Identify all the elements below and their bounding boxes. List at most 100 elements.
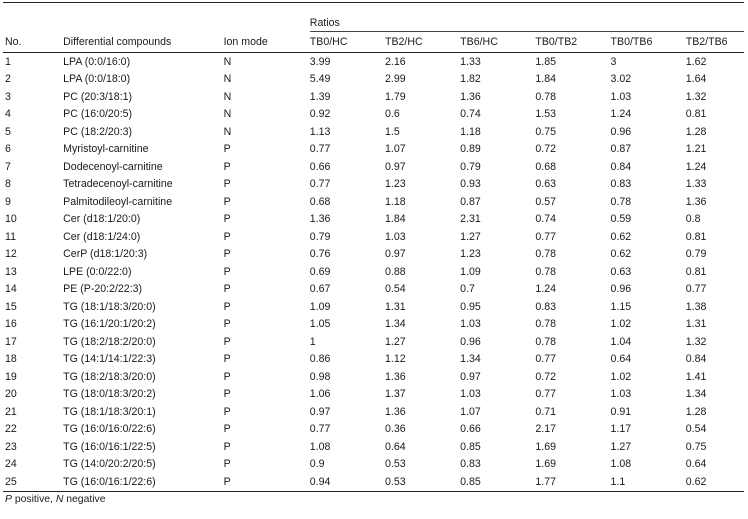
cell-ratio: 1.21 [685,143,707,156]
cell-ratio: 0.62 [610,248,632,261]
cell-ratio: 1.36 [685,195,707,208]
cell-ratio: 1.1 [610,473,686,492]
cell-no: 10 [5,213,17,226]
cell-compound: TG (18:0/18:3/20:2) [63,388,156,401]
cell-compound: TG (18:1/18:3/20:1) [63,405,156,418]
cell-ratio: 1.03 [460,318,481,331]
table-row: 22 TG (16:0/16:0/22:6) P 0.77 0.36 0.66 2.17 1.… [3,421,744,439]
cell-ratio: 0.72 [535,143,556,156]
cell-ratio: 1.34 [384,318,406,331]
cell-no: 23 [5,440,17,453]
cell-ratio: 0.69 [309,265,331,278]
cell-ratio: 1.15 [610,300,632,313]
cell-ion-mode: N [223,73,232,86]
cell-ion-mode: P [223,335,231,348]
cell-ratio: 0.97 [309,405,331,418]
cell-ratio: 1.03 [610,90,632,103]
cell-ratio: 0.84 [685,353,707,366]
cell-ratio: 0.53 [384,473,461,492]
cell-ratio: 0.93 [460,178,481,191]
cell-compound: CerP (d18:1/20:3) [63,248,148,261]
cell-ratio: 1.06 [309,388,331,401]
cell-ratio: 0.81 [685,265,707,278]
cell-no: 24 [5,458,17,471]
group-header-row: Ratios [3,3,744,32]
cell-ratio: 0.77 [309,423,331,436]
cell-compound: TG (14:0/20:2/20:5) [63,458,156,471]
cell-compound: TG (16:0/16:0/22:6) [63,423,156,436]
cell-ion-mode: N [223,55,232,68]
header-ion-mode: Ion mode [223,31,310,53]
cell-ratio: 1.85 [535,55,556,68]
cell-no: 12 [5,248,17,261]
cell-ratio: 0.77 [535,353,556,366]
cell-ratio: 0.64 [384,440,406,453]
cell-ratio: 0.68 [535,160,556,173]
cell-ratio: 1.39 [309,90,331,103]
footnote-n-text: negative [63,494,106,505]
cell-ratio: 1.36 [384,370,406,383]
cell-ratio: 1.69 [535,458,556,471]
cell-ratio: 2.17 [535,423,556,436]
cell-ratio: 0.77 [535,230,556,243]
cell-ratio: 1.31 [384,300,406,313]
cell-ratio: 5.49 [309,73,331,86]
cell-no: 8 [5,178,11,191]
table-row: 14 PE (P-20:2/22:3) P 0.67 0.54 0.7 1.24 0.96 0.… [3,281,744,299]
cell-ratio: 0.76 [309,248,331,261]
cell-ratio: 1.13 [309,125,331,138]
cell-ratio: 1.23 [460,248,481,261]
cell-ratio: 1.24 [535,283,556,296]
cell-ratio: 0.83 [535,300,556,313]
cell-ratio: 1.04 [610,335,632,348]
table-row: 20 TG (18:0/18:3/20:2) P 1.06 1.37 1.03 0.77 1.… [3,386,744,404]
cell-ratio: 1.28 [685,125,707,138]
cell-ratio: 0.72 [535,370,556,383]
cell-ion-mode: P [223,318,231,331]
cell-ratio: 1.02 [610,318,632,331]
table-row: 18 TG (14:1/14:1/22:3) P 0.86 1.12 1.34 0.77 0.… [3,351,744,369]
cell-ratio: 0.88 [384,265,406,278]
cell-ratio: 1.84 [535,73,556,86]
cell-no: 2 [5,73,11,86]
cell-ratio: 0.97 [384,248,406,261]
cell-no: 22 [5,423,17,436]
cell-compound: LPE (0:0/22:0) [63,265,132,278]
cell-ratio: 0.78 [535,335,556,348]
cell-ratio: 0.81 [685,108,707,121]
cell-ratio: 0.68 [309,195,331,208]
header-ratio-tb2-hc: TB2/HC [384,31,461,53]
cell-ratio: 1.17 [610,423,632,436]
cell-ratio: 1.82 [460,73,481,86]
cell-ratio: 0.92 [309,108,331,121]
cell-compound: TG (16:1/20:1/20:2) [63,318,156,331]
cell-ratio: 1.33 [460,55,481,68]
cell-ion-mode: P [223,458,231,471]
cell-ratio: 0.63 [610,265,632,278]
cell-compound: PC (20:3/18:1) [63,90,133,103]
cell-compound: Cer (d18:1/24:0) [63,230,141,243]
cell-ratio: 0.96 [460,335,481,348]
table-row: 3 PC (20:3/18:1) N 1.39 1.79 1.36 0.78 1.03 1.32 [3,88,744,106]
cell-ratio: 1.53 [535,108,556,121]
table-row: 2 LPA (0:0/18:0) N 5.49 2.99 1.82 1.84 3.02 1.64 [3,71,744,89]
header-ratio-tb2-tb6: TB2/TB6 [685,31,744,53]
cell-ion-mode: N [223,125,232,138]
cell-no: 1 [5,55,11,68]
cell-no: 15 [5,300,17,313]
cell-ratio: 1.27 [610,440,632,453]
cell-no: 5 [5,125,11,138]
cell-ratio: 0.83 [460,458,481,471]
cell-ion-mode: P [223,405,231,418]
table-row: 4 PC (16:0/20:5) N 0.92 0.6 0.74 1.53 1.24 0.81 [3,106,744,124]
table-row: 15 TG (18:1/18:3/20:0) P 1.09 1.31 0.95 0.83 1.… [3,298,744,316]
cell-ratio: 0.85 [460,473,536,492]
footnote-n-abbr: N [55,494,64,505]
cell-ratio: 0.77 [309,178,331,191]
cell-compound: LPA (0:0/16:0) [63,55,131,68]
cell-compound: Tetradecenoyl-carnitine [63,178,173,191]
cell-ratio: 1.03 [384,230,406,243]
cell-ratio: 1.03 [610,388,632,401]
cell-ratio: 1.38 [685,300,707,313]
